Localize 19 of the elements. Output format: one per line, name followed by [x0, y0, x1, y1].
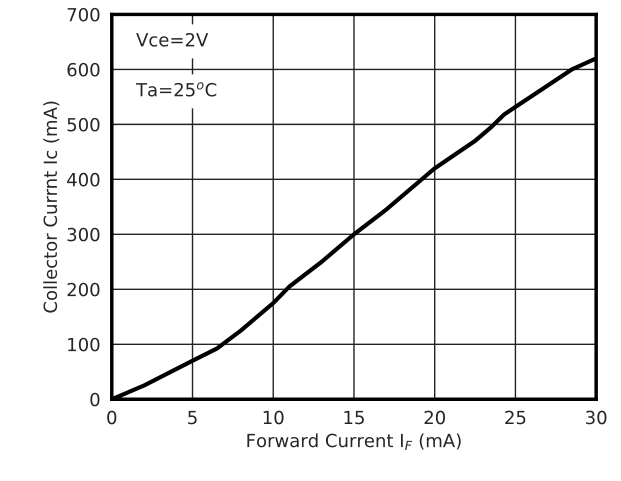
y-tick-label: 600: [67, 62, 100, 77]
x-tick-label: 15: [344, 410, 364, 424]
x-axis-title: Forward Current I$_{F}$ (mA): [247, 433, 461, 450]
x-tick-label: 20: [424, 410, 445, 424]
y-tick-label: 300: [68, 228, 100, 242]
x-tick-label: 10: [264, 410, 284, 424]
annotation: Ta=25$^{o}$C: [136, 82, 216, 97]
x-tick-label: 0: [107, 410, 116, 424]
y-tick-label: 100: [68, 338, 100, 352]
y-tick-label: 200: [68, 282, 100, 296]
y-tick-label: 0: [90, 392, 100, 406]
y-tick-label: 700: [68, 8, 100, 22]
y-axis-title: Collector Currnt Ic (mA): [43, 102, 60, 313]
x-tick-label: 25: [505, 410, 526, 424]
y-tick-label: 500: [68, 118, 100, 132]
x-tick-label: 5: [188, 410, 197, 424]
annotation: Vce=2V: [136, 32, 208, 47]
x-tick-label: 30: [586, 410, 606, 424]
y-tick-label: 400: [67, 172, 100, 186]
